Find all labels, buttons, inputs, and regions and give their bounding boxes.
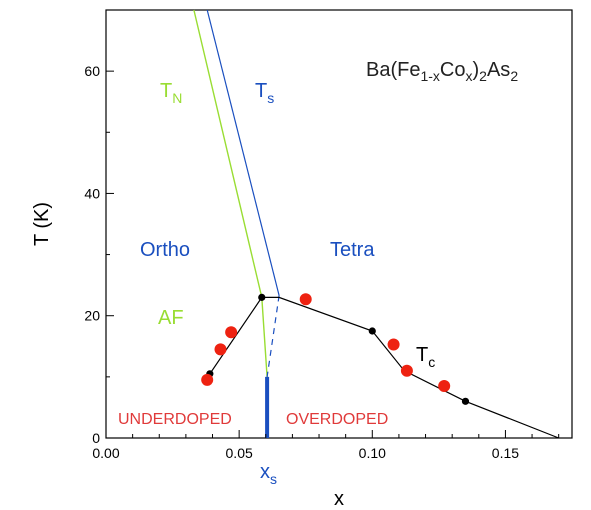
- tn-label: TN: [160, 80, 182, 106]
- chart-marks: [193, 9, 559, 439]
- formula-mid3: As: [487, 59, 510, 81]
- red-data-point: [214, 343, 227, 356]
- axes: 0.00 0.05 0.10 0.15 0 20 40 60: [84, 63, 560, 461]
- red-data-point: [387, 338, 400, 351]
- black-data-point: [368, 327, 376, 335]
- formula-mid1: Co: [440, 59, 466, 81]
- x-tick-label: 0.00: [92, 445, 119, 461]
- ortho-label: Ortho: [140, 239, 190, 261]
- ts-main: T: [255, 80, 267, 102]
- y-tick-label: 60: [84, 63, 100, 79]
- tn-sub: N: [172, 90, 182, 106]
- y-tick-label: 40: [84, 185, 100, 201]
- red-data-point: [438, 380, 451, 393]
- x-tick-label: 0.10: [359, 445, 386, 461]
- tc-sub: c: [428, 354, 435, 370]
- xs-sub: s: [270, 471, 277, 487]
- tc-main: T: [416, 344, 428, 366]
- red-data-point: [400, 364, 413, 377]
- tc-label: Tc: [416, 344, 435, 370]
- ts-line: [206, 9, 280, 296]
- ts-sub: s: [267, 90, 274, 106]
- underdoped-label: UNDERDOPED: [118, 411, 232, 428]
- xs-label: xs: [260, 461, 277, 487]
- overdoped-label: OVERDOPED: [286, 411, 388, 428]
- formula-prefix: Ba(Fe: [366, 59, 420, 81]
- tn-main: T: [160, 80, 172, 102]
- plot-frame: [105, 9, 573, 439]
- red-data-point: [201, 373, 214, 386]
- tn-line: [193, 9, 268, 377]
- x-tick-label: 0.15: [492, 445, 519, 461]
- tc-line: [205, 296, 559, 439]
- formula-sub3: 2: [479, 68, 487, 84]
- formula-mid2: ): [473, 59, 480, 81]
- x-axis-label: x: [334, 488, 344, 510]
- formula-sub2: x: [466, 68, 473, 84]
- formula-sub4: 2: [510, 68, 518, 84]
- black-data-point: [258, 293, 266, 301]
- ts-dashed-extension: [266, 295, 280, 377]
- red-data-point: [225, 326, 238, 339]
- af-label: AF: [158, 307, 184, 329]
- red-data-point: [299, 293, 312, 306]
- black-data-point: [461, 397, 470, 405]
- plot-area: [105, 9, 573, 439]
- y-tick-label: 0: [92, 430, 100, 446]
- xs-main: x: [260, 461, 270, 483]
- formula-label: Ba(Fe1-xCox)2As2: [366, 59, 518, 84]
- y-tick-label: 20: [84, 308, 100, 324]
- y-axis-label: T (K): [31, 202, 53, 246]
- ts-label: Ts: [255, 80, 274, 106]
- x-tick-label: 0.05: [226, 445, 253, 461]
- tetra-label: Tetra: [330, 239, 375, 261]
- formula-sub1: 1-x: [420, 68, 439, 84]
